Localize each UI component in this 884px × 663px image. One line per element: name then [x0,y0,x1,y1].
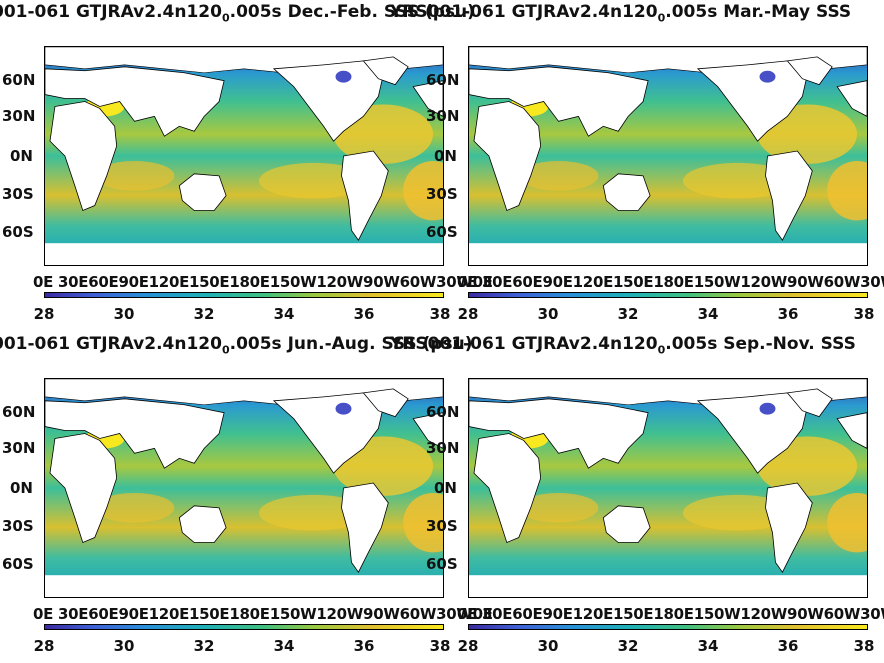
colorbar-tick-38: 38 [853,637,875,655]
lat-label-60s: 60S [426,223,458,241]
colorbar-tick-34: 34 [273,637,295,655]
colorbar-tick-34: 34 [697,305,719,323]
lat-label-30s: 30S [426,517,458,535]
salinity-map [468,46,868,266]
colorbar-tick-38: 38 [429,637,451,655]
colorbar-tick-30: 30 [537,305,559,323]
lat-label-60n: 60N [426,71,460,89]
colorbar-tick-28: 28 [457,637,479,655]
salinity-map [44,46,444,266]
colorbar-tick-30: 30 [113,305,135,323]
lat-label-60s: 60S [426,555,458,573]
lat-label-0n: 0N [434,147,457,165]
lat-label-30n: 30N [2,439,36,457]
colorbar-tick-36: 36 [777,305,799,323]
lat-label-0n: 0N [434,479,457,497]
lon-labels: 0E 30E60E90E120E150E180E150W120W90W60W30… [457,605,884,623]
lat-label-0n: 0N [10,147,33,165]
map-panel-son: YRS001-061 GTJRAv2.4n1200.005s Sep.-Nov.… [390,332,884,663]
lat-label-30n: 30N [2,107,36,125]
colorbar-tick-28: 28 [33,305,55,323]
map-panel-mam: YRS001-061 GTJRAv2.4n1200.005s Mar.-May … [390,0,884,331]
lat-label-30n: 30N [426,107,460,125]
lat-label-60n: 60N [2,71,36,89]
colorbar [468,624,868,630]
colorbar-tick-36: 36 [777,637,799,655]
salinity-map [468,378,868,598]
panel-title: 001-061 GTJRAv2.4n1200.005s Jun.-Aug. SS… [0,334,473,357]
colorbar-tick-32: 32 [193,637,215,655]
lat-label-60s: 60S [2,555,34,573]
lon-labels: 0E 30E60E90E120E150E180E150W120W90W60W30… [457,273,884,291]
colorbar-tick-38: 38 [429,305,451,323]
colorbar-tick-30: 30 [113,637,135,655]
colorbar-tick-34: 34 [697,637,719,655]
colorbar-tick-30: 30 [537,637,559,655]
lat-label-30s: 30S [2,517,34,535]
colorbar-tick-38: 38 [853,305,875,323]
panel-title: 001-061 GTJRAv2.4n1200.005s Dec.-Feb. SS… [0,2,475,25]
salinity-map [44,378,444,598]
colorbar [44,292,444,298]
lat-label-0n: 0N [10,479,33,497]
lat-label-60s: 60S [2,223,34,241]
map-panel-jja: 001-061 GTJRAv2.4n1200.005s Jun.-Aug. SS… [0,332,493,663]
lon-labels: 0E 30E60E90E120E150E180E150W120W90W60W30… [33,605,493,623]
lat-label-30s: 30S [2,185,34,203]
colorbar-tick-32: 32 [617,637,639,655]
lat-label-30s: 30S [426,185,458,203]
colorbar-tick-36: 36 [353,305,375,323]
lon-labels: 0E 30E60E90E120E150E180E150W120W90W60W30… [33,273,493,291]
map-panel-djf: 001-061 GTJRAv2.4n1200.005s Dec.-Feb. SS… [0,0,493,331]
lat-label-60n: 60N [426,403,460,421]
colorbar-tick-34: 34 [273,305,295,323]
panel-title: YRS001-061 GTJRAv2.4n1200.005s Sep.-Nov.… [390,334,856,357]
lat-label-30n: 30N [426,439,460,457]
colorbar [44,624,444,630]
colorbar [468,292,868,298]
colorbar-tick-32: 32 [193,305,215,323]
lat-label-60n: 60N [2,403,36,421]
panel-title: YRS001-061 GTJRAv2.4n1200.005s Mar.-May … [390,2,852,25]
colorbar-tick-28: 28 [33,637,55,655]
colorbar-tick-36: 36 [353,637,375,655]
colorbar-tick-32: 32 [617,305,639,323]
colorbar-tick-28: 28 [457,305,479,323]
